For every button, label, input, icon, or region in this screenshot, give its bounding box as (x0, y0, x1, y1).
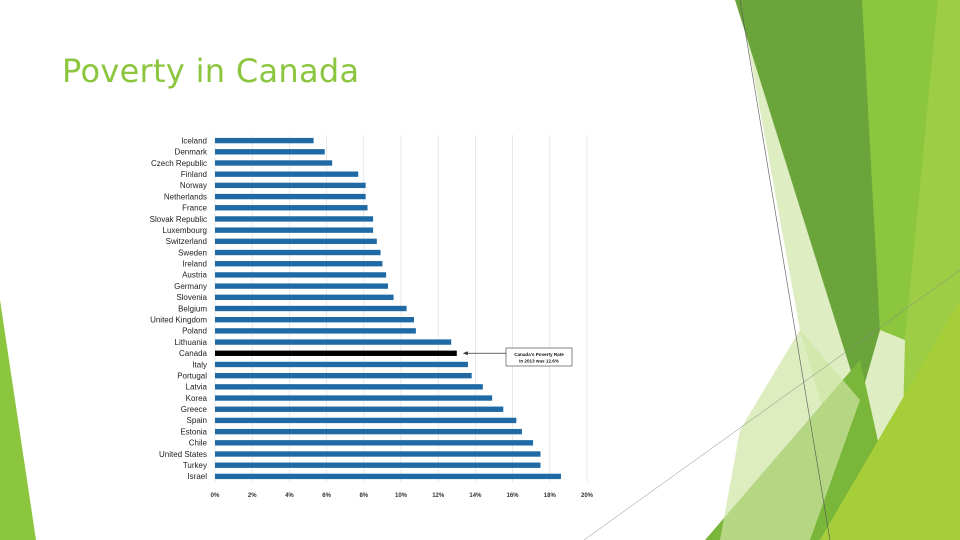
canada-callout: Canada's Poverty Rate in 2013 was 12.6% (462, 347, 573, 367)
bar-denmark (215, 149, 325, 155)
slide-title: Poverty in Canada (62, 52, 360, 90)
bar-ireland (215, 261, 383, 267)
bar-germany (215, 283, 388, 289)
category-label: Lithuania (175, 338, 208, 347)
category-label: Denmark (175, 148, 208, 157)
category-label: Belgium (178, 304, 207, 313)
category-label: Turkey (183, 461, 207, 470)
category-label: United Kingdom (150, 315, 207, 324)
category-label: Latvia (186, 383, 208, 392)
x-tick-label: 10% (395, 493, 408, 499)
bar-lithuania (215, 339, 452, 345)
x-tick-label: 0% (211, 493, 220, 499)
decor-line-2 (583, 269, 960, 540)
category-labels: Iceland Denmark Czech Republic Finland Norwa… (150, 136, 208, 481)
bar-chile (215, 440, 534, 446)
bar-spain (215, 417, 517, 424)
bar-canada (215, 350, 457, 356)
bar-iceland (215, 137, 314, 144)
category-label: Norway (180, 181, 207, 190)
category-label: Chile (189, 439, 208, 448)
x-tick-label: 8% (359, 493, 368, 499)
category-label: Slovak Republic (150, 215, 207, 224)
green-facet-pale (720, 330, 860, 540)
x-tick-labels: 0% 2% 4% 6% 8% 10% 12% 14% 16% 18% 20% (211, 493, 594, 499)
green-facet-bright (862, 0, 940, 340)
callout-line-2: in 2013 was 12.6% (519, 359, 559, 364)
x-tick-label: 4% (285, 493, 294, 499)
bar-netherlands (215, 193, 366, 200)
bar-luxembourg (215, 227, 374, 233)
category-label: Italy (192, 360, 207, 369)
bar-turkey (215, 462, 541, 468)
green-left-sliver (0, 300, 36, 540)
bar-austria (215, 272, 387, 278)
bar-israel (215, 473, 561, 480)
category-label: Israel (187, 472, 207, 481)
x-tick-label: 20% (581, 493, 594, 499)
category-label: Austria (182, 271, 207, 280)
green-facet-low-right (820, 300, 960, 540)
x-tick-label: 18% (544, 493, 557, 499)
category-label: France (182, 204, 207, 213)
category-label: Germany (174, 282, 207, 291)
category-label: Poland (182, 327, 207, 336)
bars (215, 137, 561, 480)
category-label: Estonia (180, 427, 207, 436)
x-tick-label: 6% (322, 493, 331, 499)
green-facet-mid (735, 0, 880, 400)
category-label: Portugal (177, 371, 207, 380)
callout-arrowhead (462, 351, 468, 356)
bar-united-kingdom (215, 317, 415, 323)
category-label: Spain (187, 416, 207, 425)
x-tick-label: 12% (432, 493, 445, 499)
bar-belgium (215, 305, 407, 312)
callout-line-1: Canada's Poverty Rate (514, 352, 564, 357)
bar-sweden (215, 249, 381, 256)
bar-estonia (215, 428, 522, 435)
bar-greece (215, 406, 504, 412)
bar-czech-republic (215, 160, 333, 166)
x-tick-label: 14% (469, 493, 482, 499)
decor-line-1 (739, 0, 831, 540)
category-label: Canada (179, 349, 208, 358)
category-label: Luxembourg (163, 226, 207, 235)
bar-slovenia (215, 294, 394, 300)
bar-latvia (215, 384, 483, 390)
bar-italy (215, 361, 468, 368)
bar-switzerland (215, 238, 377, 245)
callout-box (505, 347, 573, 367)
x-tick-label: 16% (507, 493, 520, 499)
x-tick-label: 2% (248, 493, 257, 499)
bar-norway (215, 182, 366, 189)
bar-france (215, 205, 368, 211)
category-label: Switzerland (166, 237, 207, 246)
poverty-bar-chart: Iceland Denmark Czech Republic Finland Norwa… (150, 135, 594, 499)
bar-poland (215, 328, 416, 334)
bar-portugal (215, 372, 472, 379)
category-label: Czech Republic (151, 159, 207, 168)
category-label: Ireland (183, 260, 207, 269)
bar-slovak-republic (215, 216, 374, 222)
category-label: United States (159, 450, 207, 459)
category-label: Finland (181, 170, 207, 179)
bar-finland (215, 171, 359, 177)
category-label: Slovenia (176, 293, 207, 302)
category-label: Iceland (181, 136, 207, 145)
bar-korea (215, 395, 493, 401)
bar-united-states (215, 451, 541, 457)
category-label: Greece (181, 405, 208, 414)
category-label: Korea (186, 394, 208, 403)
category-label: Sweden (178, 248, 207, 257)
category-label: Netherlands (164, 192, 207, 201)
